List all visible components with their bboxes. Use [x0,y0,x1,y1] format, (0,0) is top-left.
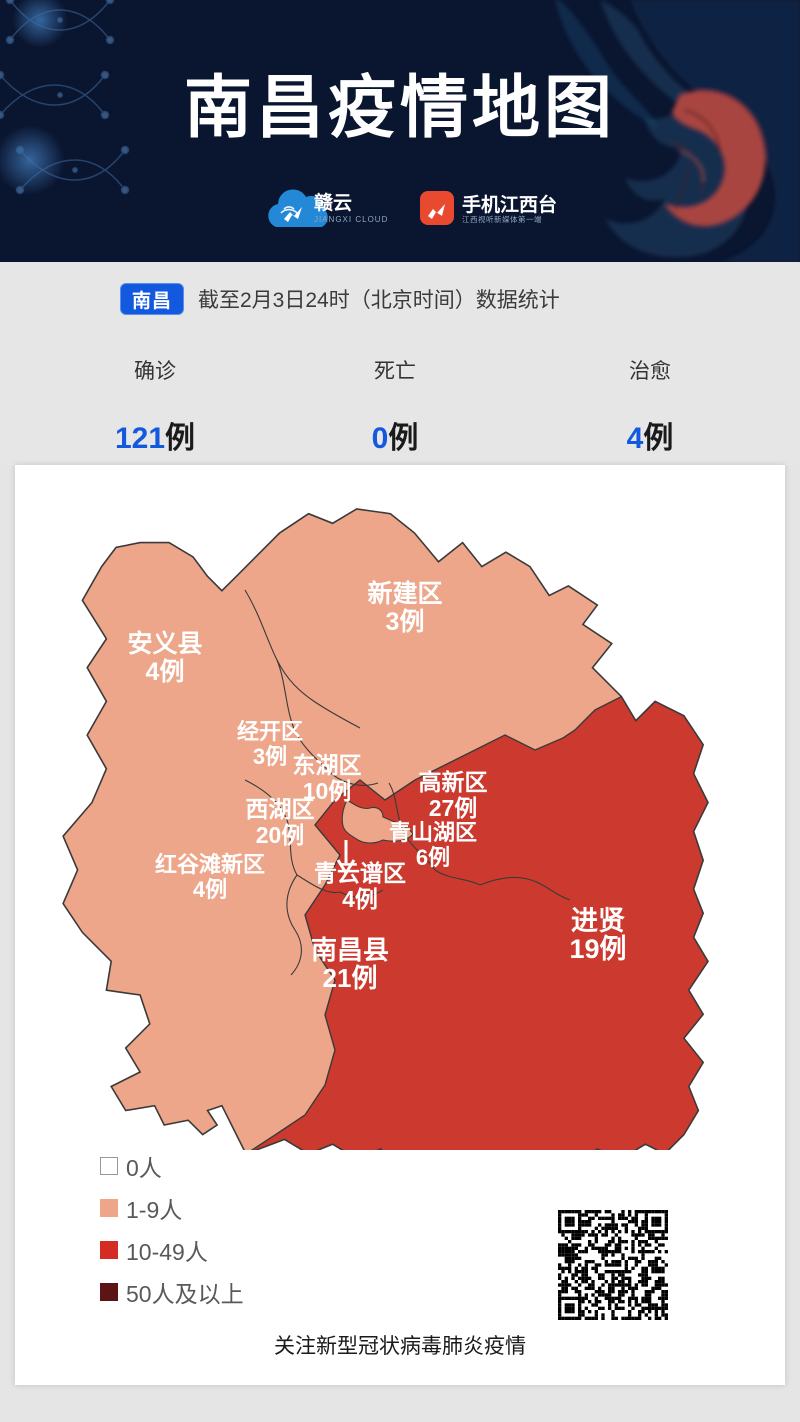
svg-text:4例: 4例 [193,877,227,902]
svg-text:3例: 3例 [253,744,287,769]
svg-text:江西视听新媒体第一端: 江西视听新媒体第一端 [462,214,542,224]
svg-text:4例: 4例 [146,658,185,686]
svg-text:进贤: 进贤 [571,906,625,936]
svg-text:青山湖区: 青山湖区 [389,820,477,845]
svg-text:新建区: 新建区 [367,579,442,608]
svg-text:19例: 19例 [569,934,626,964]
svg-text:4例: 4例 [342,886,378,912]
svg-text:西湖区: 西湖区 [246,796,315,822]
svg-text:红谷滩新区: 红谷滩新区 [155,852,265,877]
svg-text:手机江西台: 手机江西台 [462,193,557,216]
svg-text:21例: 21例 [323,963,378,993]
svg-text:27例: 27例 [429,795,478,821]
svg-text:20例: 20例 [256,822,305,848]
svg-text:赣云: 赣云 [314,191,352,214]
svg-text:6例: 6例 [416,845,450,870]
svg-text:3例: 3例 [386,608,425,636]
svg-text:东湖区: 东湖区 [293,752,362,778]
svg-text:青云谱区: 青云谱区 [314,860,406,886]
svg-text:经开区: 经开区 [237,719,303,744]
svg-text:JIANGXI CLOUD: JIANGXI CLOUD [314,215,388,224]
svg-text:南昌县: 南昌县 [311,935,389,965]
svg-text:高新区: 高新区 [419,769,488,795]
svg-text:安义县: 安义县 [127,629,202,658]
